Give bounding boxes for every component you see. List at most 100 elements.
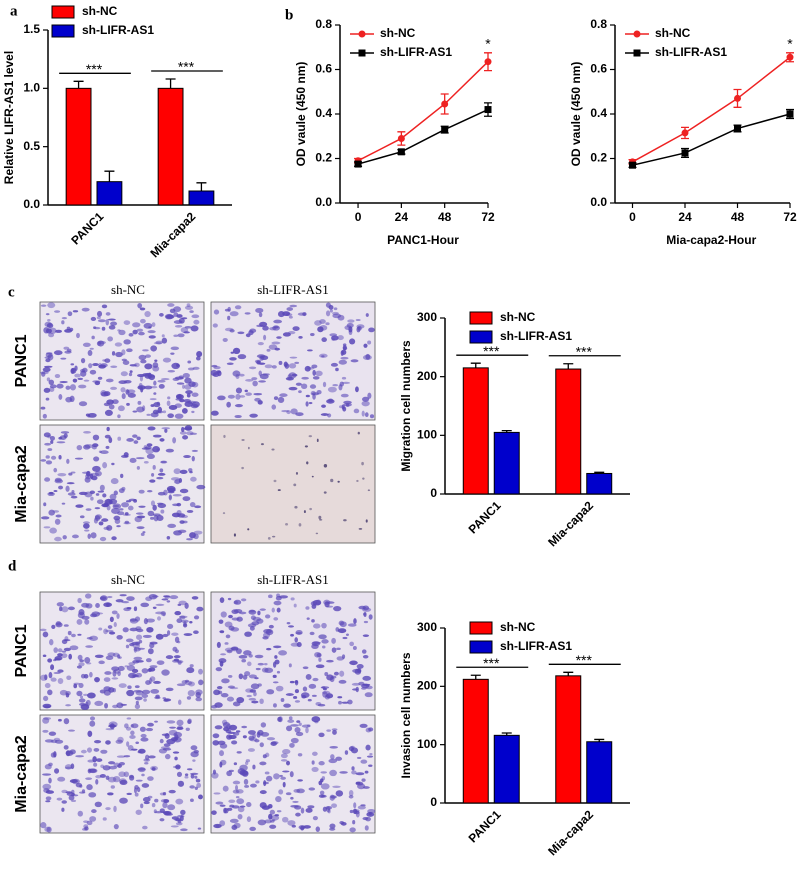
x-tick-label: 48 — [731, 210, 745, 224]
cell — [149, 665, 158, 669]
cell — [68, 653, 73, 660]
cell — [251, 621, 260, 626]
cell — [154, 798, 159, 803]
cell — [145, 754, 150, 761]
cell — [305, 727, 309, 734]
cell — [43, 502, 47, 507]
cell — [235, 730, 241, 733]
cell — [246, 816, 252, 823]
point — [629, 161, 636, 169]
cell — [308, 401, 313, 405]
cell — [79, 695, 84, 699]
cell — [126, 348, 133, 353]
cell — [213, 309, 220, 315]
cell — [355, 686, 359, 693]
x-tick-label: 72 — [481, 210, 495, 224]
cell — [152, 365, 160, 372]
cell — [220, 611, 227, 618]
cell — [131, 723, 139, 729]
cell — [130, 730, 135, 736]
cell — [184, 679, 190, 683]
cell — [48, 379, 55, 386]
cell — [329, 745, 339, 749]
cell — [104, 409, 113, 416]
cell — [266, 647, 272, 651]
cell — [49, 386, 55, 393]
cell — [63, 647, 71, 652]
cell — [83, 523, 90, 529]
cell — [56, 797, 63, 801]
cell — [149, 479, 156, 483]
series-line — [632, 113, 791, 166]
cell — [133, 656, 143, 661]
cell — [186, 510, 194, 513]
cell — [226, 696, 235, 702]
cell — [189, 310, 194, 313]
y-tick-label: 0.0 — [315, 195, 332, 209]
cell — [227, 685, 236, 689]
cell — [45, 313, 50, 316]
cell — [162, 357, 172, 363]
cell — [191, 410, 195, 414]
cell — [272, 681, 279, 684]
cell — [55, 514, 62, 518]
cell — [80, 357, 86, 364]
cell — [174, 324, 183, 328]
cell — [102, 503, 109, 507]
cell — [285, 313, 293, 317]
cell — [45, 455, 50, 459]
cell — [63, 433, 68, 438]
cell — [365, 519, 368, 523]
cell — [108, 498, 118, 505]
cell — [276, 336, 282, 339]
cell — [329, 769, 337, 777]
cell — [247, 446, 250, 450]
cell — [161, 334, 165, 338]
cell — [156, 476, 164, 480]
cell — [341, 654, 346, 659]
cell — [286, 760, 290, 766]
cell — [80, 749, 87, 754]
cell — [162, 697, 167, 700]
cell — [198, 668, 204, 675]
cell — [160, 509, 165, 514]
cell — [107, 318, 116, 321]
cell — [241, 598, 247, 602]
cell — [351, 682, 361, 686]
cell — [72, 310, 79, 313]
cell — [196, 350, 203, 358]
cell — [190, 751, 199, 758]
cell — [97, 490, 105, 493]
micrograph — [39, 301, 205, 421]
cell — [45, 397, 50, 401]
cell — [304, 445, 308, 448]
cell — [71, 534, 79, 539]
cell — [194, 505, 202, 509]
cell — [132, 410, 138, 413]
cell — [150, 500, 156, 507]
cell — [264, 771, 270, 775]
cell — [42, 773, 52, 776]
cell — [159, 438, 165, 442]
cell — [301, 383, 308, 390]
cell — [162, 410, 167, 414]
cell — [175, 798, 184, 805]
y-tick-label: 0.4 — [315, 106, 332, 120]
cell — [307, 349, 313, 352]
cell — [316, 653, 322, 658]
cell — [282, 332, 291, 337]
cell — [162, 633, 169, 638]
cell — [187, 367, 195, 371]
cell — [190, 745, 198, 751]
cell — [348, 794, 354, 799]
cell — [69, 327, 74, 332]
cell — [176, 683, 186, 687]
legend-label: sh-NC — [500, 620, 536, 634]
cell — [292, 800, 299, 803]
cell — [314, 720, 319, 724]
cell — [61, 606, 69, 613]
cell — [280, 753, 288, 759]
cell — [302, 686, 308, 692]
cell — [274, 814, 279, 817]
cell — [177, 393, 182, 399]
